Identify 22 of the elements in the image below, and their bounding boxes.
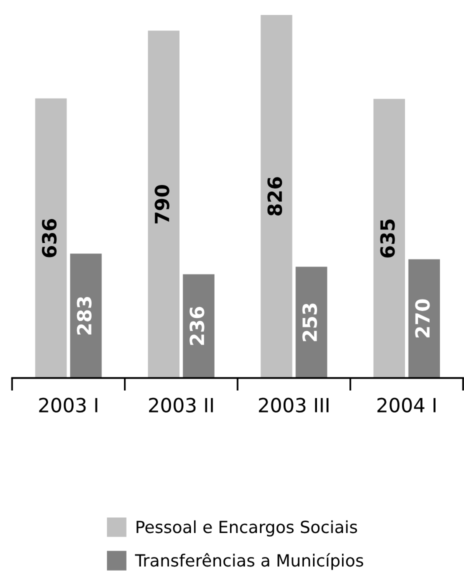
data-label: 635 xyxy=(380,219,395,258)
data-label: 270 xyxy=(415,299,430,338)
data-label: 253 xyxy=(302,304,318,342)
legend-label: Pessoal e Encargos Sociais xyxy=(136,520,358,536)
bar xyxy=(260,14,292,378)
x-tick-label: 2004 I xyxy=(377,398,436,412)
bar xyxy=(35,98,67,378)
bar xyxy=(296,266,328,378)
bar xyxy=(373,98,406,378)
data-label: 636 xyxy=(42,218,57,258)
bar xyxy=(148,30,180,378)
bar xyxy=(408,259,440,378)
bar xyxy=(182,274,214,378)
legend-label: Transferências a Municípios xyxy=(134,553,364,570)
data-label: 790 xyxy=(154,184,170,224)
x-tick-label: 2003 III xyxy=(258,398,328,412)
bar xyxy=(70,254,102,378)
x-tick-label: 2003 II xyxy=(149,398,213,412)
data-label: 283 xyxy=(76,297,92,335)
data-label: 236 xyxy=(190,306,204,345)
data-label: 826 xyxy=(267,177,282,216)
x-tick-label: 2003 I xyxy=(39,398,98,412)
